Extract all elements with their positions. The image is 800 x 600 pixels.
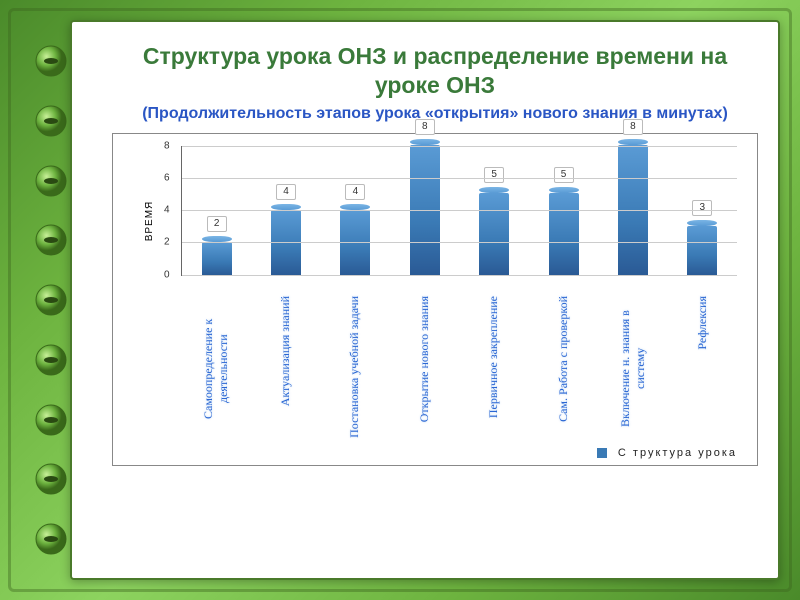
bar-group: 5 (474, 193, 514, 274)
x-axis-label: Открытие нового знания (404, 296, 444, 441)
bar (202, 242, 232, 275)
y-tick-label: 4 (164, 205, 170, 216)
bar-group: 3 (682, 226, 722, 275)
x-axis-label: Первичное закрепление (474, 296, 514, 441)
bar-value-label: 8 (623, 119, 643, 135)
chart-container: ВРЕМЯ 24485583 02468 Самоопределение к д… (112, 133, 758, 466)
x-axis-label: Постановка учебной задачи (335, 296, 375, 441)
gridline (182, 210, 737, 211)
bar-chart: ВРЕМЯ 24485583 02468 (153, 146, 737, 296)
spiral-binding (30, 40, 72, 560)
bar-value-label: 5 (484, 167, 504, 183)
y-axis-label: ВРЕМЯ (144, 200, 155, 241)
y-tick-label: 0 (164, 269, 170, 280)
bar-value-label: 8 (415, 119, 435, 135)
x-axis-labels: Самоопределение к деятельности Актуализац… (181, 296, 737, 441)
bar-value-label: 3 (692, 200, 712, 216)
content-area: Структура урока ОНЗ и распределение врем… (72, 22, 778, 476)
x-axis-label: Сам. Работа с проверкой (543, 296, 583, 441)
x-axis-label: Актуализация знаний (265, 296, 305, 441)
legend-swatch (597, 448, 607, 458)
x-axis-label: Самоопределение к деятельности (196, 296, 236, 441)
bar-value-label: 4 (276, 184, 296, 200)
bar (549, 193, 579, 274)
bar-group: 5 (544, 193, 584, 274)
gridline (182, 275, 737, 276)
legend-text: С труктура урока (618, 447, 737, 459)
main-title: Структура урока ОНЗ и распределение врем… (112, 42, 758, 100)
bar (687, 226, 717, 275)
notebook-page: Структура урока ОНЗ и распределение врем… (70, 20, 780, 580)
x-axis-label: Рефлексия (682, 296, 722, 441)
plot-area: 24485583 02468 (181, 146, 737, 276)
y-tick-label: 6 (164, 172, 170, 183)
bar-group: 2 (197, 242, 237, 275)
bar (479, 193, 509, 274)
legend: С труктура урока (123, 447, 737, 459)
y-tick-label: 8 (164, 140, 170, 151)
bar-value-label: 4 (345, 184, 365, 200)
bar-value-label: 2 (207, 216, 227, 232)
gridline (182, 242, 737, 243)
y-tick-label: 2 (164, 237, 170, 248)
x-axis-label: Включение н. знания в систему (613, 296, 653, 441)
gridline (182, 178, 737, 179)
sub-title: (Продолжительность этапов урока «открыти… (112, 104, 758, 123)
bar-value-label: 5 (554, 167, 574, 183)
gridline (182, 146, 737, 147)
